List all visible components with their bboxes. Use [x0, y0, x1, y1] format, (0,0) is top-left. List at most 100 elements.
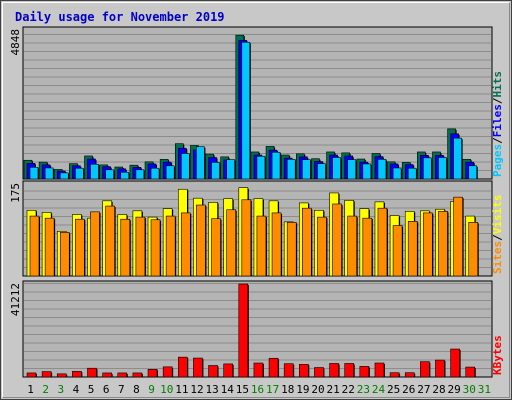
bar-pages-day-21: [332, 157, 341, 180]
x-tick-label-day-13: 13: [205, 383, 218, 396]
x-tick-label-day-11: 11: [175, 383, 188, 396]
bar-pages-day-17: [271, 151, 281, 180]
bar-kbytes-day-5: [87, 367, 97, 378]
x-tick-label-day-25: 25: [387, 383, 400, 396]
bar-pages-day-11: [180, 153, 190, 180]
panel-visitors: 175 Sites/Visits: [9, 180, 504, 277]
bar-kbytes-day-23: [359, 366, 370, 378]
bar-pages-day-25: [392, 167, 402, 180]
bar-sites-day-23: [362, 217, 373, 277]
legend-separator: /: [491, 234, 504, 241]
bar-sites-day-9: [150, 219, 161, 277]
y-max-label-requests: 4848: [9, 29, 22, 56]
bar-sites-day-3: [59, 232, 70, 277]
bar-pages-day-26: [407, 167, 417, 180]
bar-kbytes-day-20: [314, 367, 324, 378]
chart-title: Daily usage for November 2019: [15, 10, 225, 24]
x-tick-label-day-18: 18: [281, 383, 294, 396]
bar-kbytes-day-30: [465, 366, 476, 378]
x-tick-label-day-21: 21: [327, 383, 340, 396]
bar-kbytes-day-26: [404, 372, 415, 378]
bar-pages-day-23: [362, 163, 372, 180]
panel-kbytes: 41212 KBytes: [9, 280, 504, 378]
bar-sites-day-10: [165, 215, 176, 277]
bar-kbytes-day-6: [102, 372, 112, 378]
bar-kbytes-day-1: [26, 372, 37, 378]
x-tick-label-day-26: 26: [402, 383, 415, 396]
side-legend-visitors: Sites/Visits: [491, 195, 504, 275]
bar-kbytes-day-27: [420, 361, 430, 378]
bar-pages-day-20: [317, 163, 326, 180]
x-tick-label-day-2: 2: [42, 383, 49, 396]
bar-kbytes-day-18: [283, 363, 294, 378]
x-tick-label-day-22: 22: [342, 383, 355, 396]
bar-pages-day-5: [90, 163, 99, 180]
bar-kbytes-day-22: [344, 363, 355, 378]
bar-pages-day-14: [226, 159, 235, 180]
x-tick-label-day-15: 15: [236, 383, 249, 396]
bar-pages-day-8: [135, 169, 145, 180]
x-tick-label-day-30: 30: [463, 383, 476, 396]
x-tick-label-day-12: 12: [190, 383, 203, 396]
bar-pages-day-4: [75, 167, 84, 180]
y-max-label-kbytes: 41212: [9, 283, 22, 316]
bar-sites-day-5: [90, 211, 100, 277]
bar-sites-day-29: [453, 196, 463, 277]
bar-kbytes-day-16: [253, 362, 264, 378]
bar-sites-day-7: [120, 218, 131, 277]
legend-pages: Pages: [491, 144, 504, 177]
x-tick-label-day-6: 6: [103, 383, 110, 396]
x-tick-label-day-10: 10: [160, 383, 173, 396]
x-tick-label-day-28: 28: [432, 383, 445, 396]
legend-kbytes: KBytes: [491, 335, 504, 375]
x-tick-label-day-7: 7: [118, 383, 125, 396]
bar-kbytes-day-10: [162, 366, 173, 378]
bar-kbytes-day-19: [299, 364, 309, 378]
bar-pages-day-19: [302, 159, 311, 180]
x-tick-label-day-27: 27: [417, 383, 430, 396]
bar-pages-day-27: [423, 157, 432, 180]
bar-sites-day-27: [423, 212, 433, 277]
bar-sites-day-24: [377, 207, 388, 277]
y-max-label-visitors: 175: [9, 183, 22, 203]
series-kbytes: [26, 283, 476, 378]
bar-sites-day-18: [286, 222, 297, 277]
x-tick-label-day-3: 3: [58, 383, 65, 396]
bar-kbytes-day-12: [193, 357, 203, 378]
bar-sites-day-6: [105, 205, 115, 277]
bar-sites-day-14: [226, 209, 236, 277]
bar-pages-day-2: [44, 167, 54, 180]
x-tick-label-day-8: 8: [133, 383, 140, 396]
x-tick-label-day-31: 31: [478, 383, 491, 396]
bar-kbytes-day-14: [223, 363, 233, 378]
x-tick-label-day-1: 1: [27, 383, 34, 396]
bar-sites-day-19: [302, 207, 312, 277]
bar-sites-day-1: [29, 215, 40, 277]
bar-sites-day-26: [407, 221, 418, 277]
plot-area-kbytes: [22, 280, 493, 378]
legend-separator: /: [491, 97, 504, 104]
bar-sites-day-20: [317, 216, 327, 277]
series-sites: [29, 196, 479, 277]
bar-sites-day-21: [332, 203, 342, 277]
bar-kbytes-day-24: [374, 362, 385, 378]
bar-pages-day-15: [241, 41, 251, 180]
bar-kbytes-day-15: [238, 283, 249, 378]
bar-kbytes-day-11: [177, 356, 188, 378]
bar-sites-day-15: [241, 199, 252, 277]
bar-kbytes-day-25: [389, 372, 400, 378]
bar-kbytes-day-21: [329, 363, 339, 378]
x-tick-label-day-14: 14: [221, 383, 235, 396]
bar-pages-day-7: [120, 171, 130, 180]
bar-pages-day-10: [165, 165, 175, 180]
bar-pages-day-12: [196, 146, 205, 180]
bar-kbytes-day-9: [147, 369, 158, 378]
bar-sites-day-2: [44, 217, 55, 277]
bar-pages-day-24: [377, 159, 387, 180]
bar-kbytes-day-7: [117, 372, 128, 378]
x-tick-label-day-5: 5: [88, 383, 95, 396]
side-legend-kbytes: KBytes: [491, 335, 504, 375]
bar-sites-day-25: [392, 225, 403, 277]
